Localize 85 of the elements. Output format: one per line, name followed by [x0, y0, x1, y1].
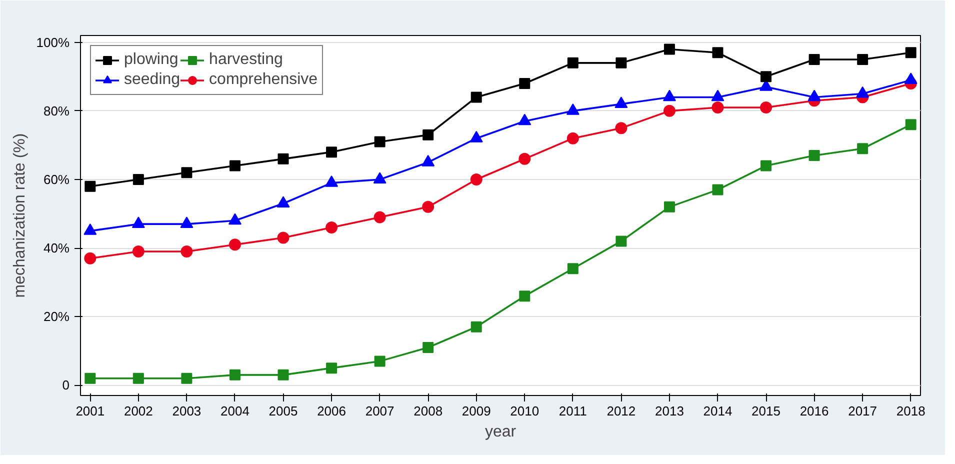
point	[229, 369, 240, 380]
point	[760, 71, 772, 82]
point	[712, 184, 724, 196]
point	[760, 160, 772, 172]
point	[374, 356, 386, 367]
point	[808, 54, 820, 65]
point	[905, 119, 916, 130]
point	[278, 153, 289, 164]
legend-label: comprehensive	[209, 71, 318, 89]
x-tick-label: 2010	[510, 404, 540, 418]
point	[518, 152, 531, 165]
y-tick-label: 80%	[43, 103, 70, 118]
point	[664, 44, 675, 55]
x-tick-label: 2018	[896, 404, 926, 418]
x-tick-label: 2016	[800, 404, 829, 418]
point	[614, 96, 628, 108]
point	[567, 57, 578, 68]
point	[904, 72, 918, 84]
x-tick-label: 2013	[655, 404, 684, 418]
y-tick-label: 60%	[43, 172, 70, 187]
point	[616, 57, 627, 68]
point	[422, 200, 434, 213]
point	[616, 236, 627, 247]
x-tick-label: 2004	[220, 404, 250, 418]
point	[132, 246, 144, 258]
point	[228, 238, 241, 251]
x-tick-label: 2012	[606, 404, 636, 418]
legend-label: seeding	[124, 71, 180, 89]
x-axis-title: year	[484, 424, 517, 440]
point	[857, 54, 868, 65]
point	[663, 104, 676, 117]
x-tick-label: 2015	[752, 404, 780, 418]
point	[132, 216, 145, 228]
x-tick-label: 2011	[558, 404, 587, 418]
point	[326, 222, 338, 234]
point	[132, 174, 144, 185]
point	[374, 136, 386, 148]
y-tick-label: 100%	[36, 34, 70, 50]
point	[905, 47, 916, 58]
x-tick-label: 2009	[462, 404, 491, 418]
point	[84, 372, 96, 384]
point	[422, 129, 434, 140]
y-tick-label: 40%	[43, 240, 70, 256]
y-tick-label: 20%	[43, 309, 70, 324]
point	[229, 160, 240, 172]
point	[519, 78, 530, 89]
point	[84, 252, 96, 264]
point	[712, 102, 724, 114]
point	[180, 246, 193, 258]
point	[470, 321, 482, 332]
x-tick-label: 2001	[76, 404, 105, 418]
x-tick-label: 2005	[268, 404, 298, 418]
point	[278, 369, 289, 380]
point	[857, 143, 868, 154]
point	[180, 216, 194, 228]
point	[326, 146, 338, 158]
point	[470, 92, 482, 103]
point	[567, 263, 578, 274]
point	[84, 180, 96, 192]
point	[422, 342, 434, 353]
point	[326, 362, 338, 374]
point	[712, 47, 724, 58]
x-tick-label: 2017	[848, 404, 878, 418]
point	[132, 372, 144, 384]
point	[808, 150, 820, 161]
point	[470, 174, 482, 186]
point	[566, 132, 579, 144]
x-tick-label: 2008	[414, 404, 443, 418]
point	[760, 102, 772, 114]
legend-label: plowing	[124, 51, 178, 69]
legend-label: harvesting	[209, 51, 283, 69]
point	[277, 232, 290, 244]
point	[615, 122, 628, 134]
x-tick-label: 2007	[365, 404, 394, 418]
point	[519, 290, 530, 302]
y-axis-title: mechanization rate (%)	[11, 133, 28, 298]
x-tick-label: 2002	[124, 404, 153, 418]
point	[664, 201, 675, 212]
x-tick-label: 2014	[703, 404, 732, 418]
x-tick-label: 2003	[172, 404, 202, 418]
y-tick-label: 0	[62, 378, 70, 393]
point	[181, 167, 192, 178]
x-tick-label: 2006	[317, 404, 346, 418]
point	[374, 211, 386, 224]
point	[181, 372, 192, 384]
